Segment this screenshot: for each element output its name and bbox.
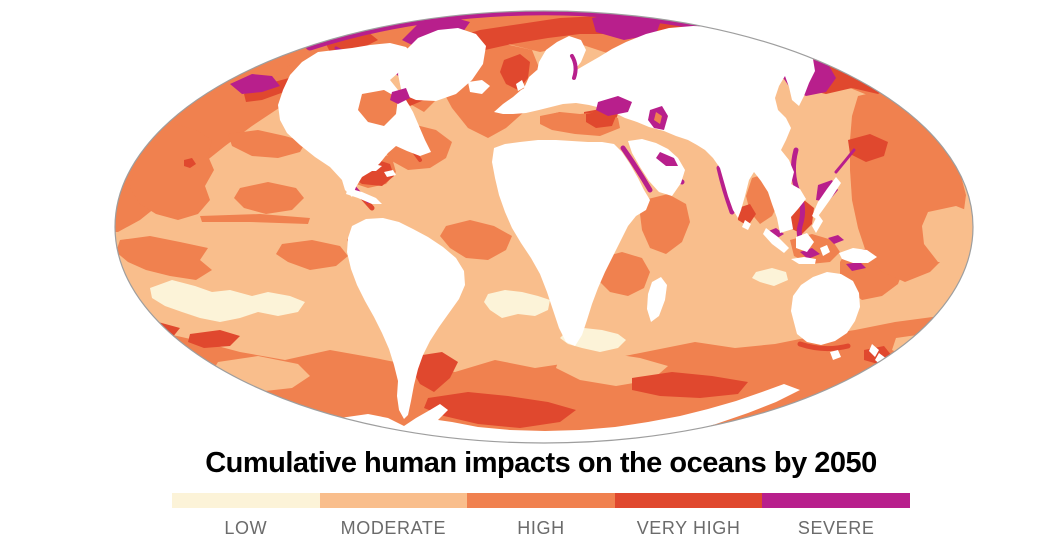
legend-swatch-moderate: [319, 493, 468, 508]
legend-label-high: HIGH: [517, 518, 565, 538]
land-greenland: [398, 28, 486, 101]
sea-caspian-inner: [654, 112, 662, 124]
land-north-america: [278, 43, 431, 197]
map-title: Cumulative human impacts on the oceans b…: [205, 447, 877, 479]
land-java: [791, 257, 816, 264]
sea-hudson-bay: [358, 90, 398, 126]
land-japan: [812, 177, 841, 219]
land-borneo: [796, 233, 814, 252]
sea-hudson-fringe: [390, 88, 410, 104]
land-philippines: [812, 214, 823, 233]
land-hispaniola: [384, 170, 396, 177]
land-ireland: [516, 80, 525, 91]
land-cuba: [354, 163, 382, 171]
globe-outline: [114, 10, 974, 444]
map-globe: [115, 11, 973, 443]
sea-baltic: [570, 54, 578, 80]
land-central-america: [346, 188, 382, 204]
legend-labels: LOW MODERATE HIGH VERY HIGH SEVERE: [172, 518, 910, 539]
land-new-guinea: [839, 248, 877, 263]
land-south-america: [347, 218, 465, 419]
map-layer-land: [278, 26, 887, 443]
sea-persian-gulf: [656, 152, 678, 166]
world-map: [114, 10, 974, 444]
sea-black-sea: [596, 96, 632, 116]
legend-swatch-severe: [762, 493, 910, 508]
legend-label-moderate: MODERATE: [340, 518, 447, 538]
land-africa: [492, 140, 650, 346]
caption-block: Cumulative human impacts on the oceans b…: [172, 447, 910, 539]
legend-label-severe: SEVERE: [797, 518, 875, 538]
land-sulawesi: [820, 245, 830, 256]
legend: LOW MODERATE HIGH VERY HIGH SEVERE: [172, 493, 910, 539]
legend-swatch-low: [172, 493, 320, 508]
land-australia: [791, 272, 860, 345]
map-layer-inland-seas: [358, 54, 678, 193]
land-tasmania: [830, 350, 841, 360]
land-arabia: [628, 139, 685, 196]
legend-swatch-very-high: [614, 493, 763, 508]
legend-bar: [172, 493, 910, 508]
legend-swatch-high: [467, 493, 615, 508]
land-sri-lanka: [742, 220, 751, 230]
legend-label-very-high: VERY HIGH: [636, 518, 741, 538]
land-madagascar: [647, 277, 667, 322]
land-iceland: [468, 80, 490, 94]
land-sumatra: [763, 228, 789, 253]
legend-label-low: LOW: [224, 518, 268, 538]
sea-red-sea: [620, 145, 653, 193]
